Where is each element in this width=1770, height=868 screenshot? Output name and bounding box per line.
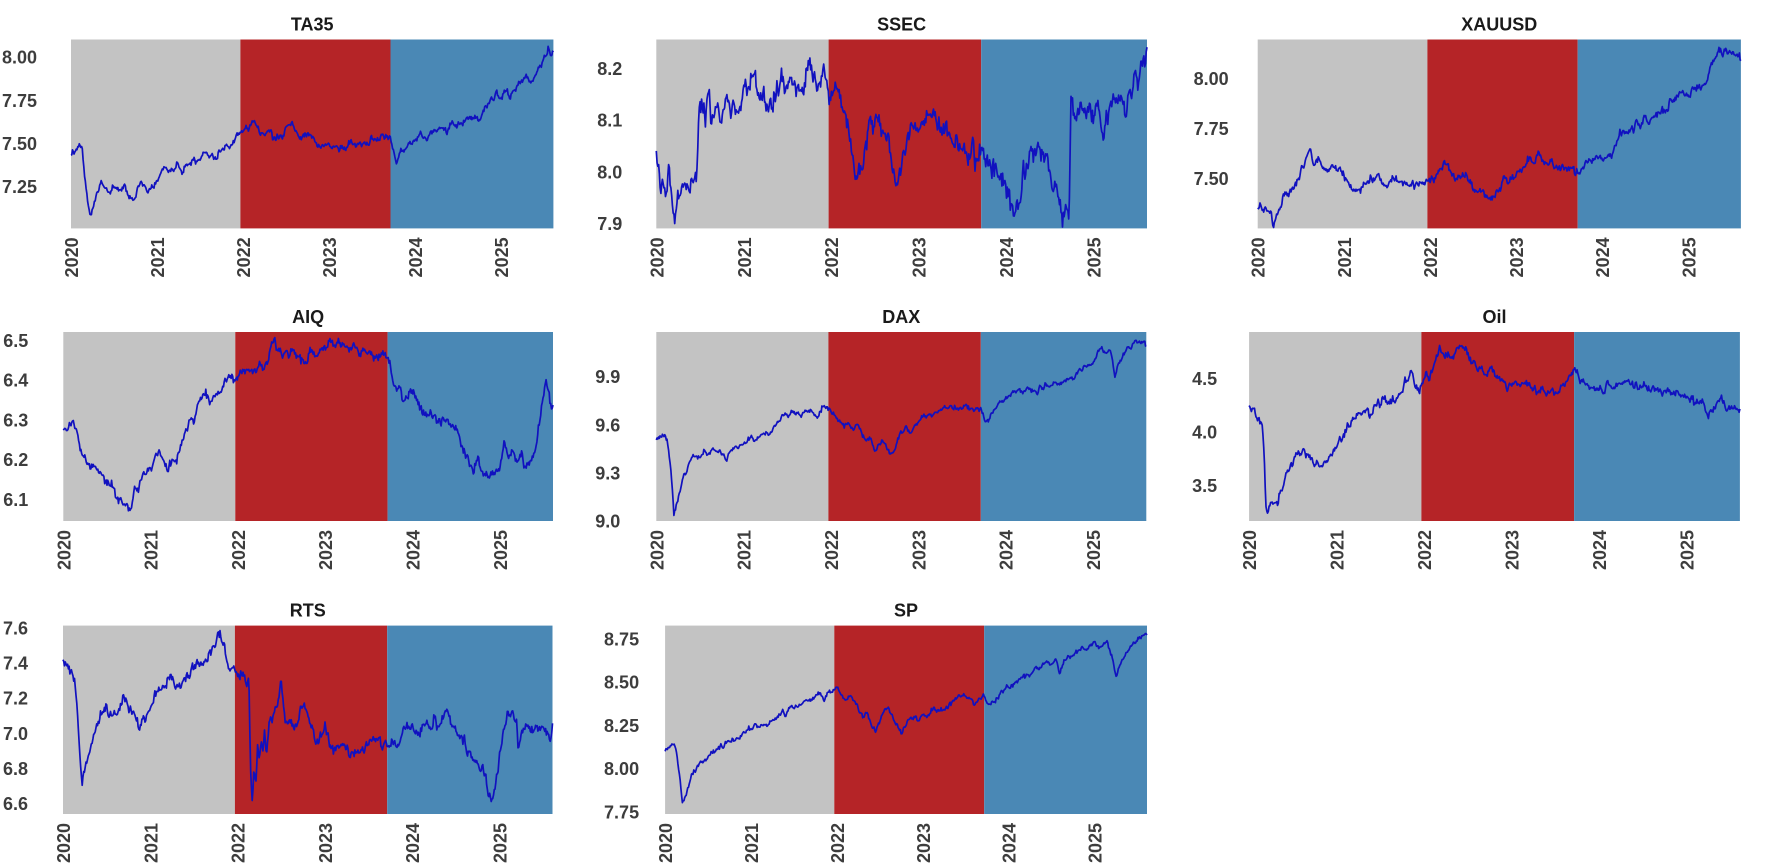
svg-text:2024: 2024 <box>403 823 423 863</box>
svg-text:2021: 2021 <box>142 530 162 570</box>
svg-text:8.75: 8.75 <box>604 629 639 649</box>
svg-text:2024: 2024 <box>1590 530 1610 570</box>
svg-text:2025: 2025 <box>490 823 510 863</box>
svg-text:2022: 2022 <box>822 530 842 570</box>
svg-text:2023: 2023 <box>1507 237 1527 277</box>
svg-text:2023: 2023 <box>909 530 929 570</box>
svg-text:AIQ: AIQ <box>292 307 324 327</box>
svg-text:7.2: 7.2 <box>3 689 28 709</box>
svg-text:7.25: 7.25 <box>2 177 37 197</box>
svg-text:8.50: 8.50 <box>604 673 639 693</box>
svg-text:2022: 2022 <box>822 237 842 277</box>
svg-text:2021: 2021 <box>735 530 755 570</box>
svg-text:2020: 2020 <box>1240 530 1260 570</box>
svg-text:2022: 2022 <box>234 237 254 277</box>
svg-text:7.75: 7.75 <box>604 803 639 823</box>
svg-text:6.6: 6.6 <box>3 794 28 814</box>
svg-text:2024: 2024 <box>997 237 1017 277</box>
svg-text:6.4: 6.4 <box>3 371 28 391</box>
svg-text:Oil: Oil <box>1482 307 1506 327</box>
svg-text:SP: SP <box>894 601 918 621</box>
svg-text:7.9: 7.9 <box>597 214 622 234</box>
svg-text:8.25: 8.25 <box>604 716 639 736</box>
svg-text:2020: 2020 <box>62 237 82 277</box>
svg-text:2024: 2024 <box>1593 237 1613 277</box>
svg-text:7.75: 7.75 <box>1194 119 1229 139</box>
svg-text:4.0: 4.0 <box>1192 422 1217 442</box>
svg-text:2020: 2020 <box>647 237 667 277</box>
svg-text:9.3: 9.3 <box>595 463 620 483</box>
svg-text:8.1: 8.1 <box>597 111 622 131</box>
svg-text:2021: 2021 <box>141 823 161 863</box>
svg-text:2021: 2021 <box>148 237 168 277</box>
svg-text:7.75: 7.75 <box>2 91 37 111</box>
svg-text:7.0: 7.0 <box>3 724 28 744</box>
svg-text:2025: 2025 <box>1085 237 1105 277</box>
svg-text:2024: 2024 <box>1000 823 1020 863</box>
svg-text:DAX: DAX <box>882 307 920 327</box>
svg-text:2020: 2020 <box>1249 237 1269 277</box>
svg-text:2021: 2021 <box>742 823 762 863</box>
svg-text:2021: 2021 <box>1335 237 1355 277</box>
svg-text:2023: 2023 <box>1503 530 1523 570</box>
svg-text:7.50: 7.50 <box>2 134 37 154</box>
svg-text:2020: 2020 <box>647 530 667 570</box>
svg-text:2023: 2023 <box>316 530 336 570</box>
svg-text:2022: 2022 <box>1421 237 1441 277</box>
svg-text:2021: 2021 <box>1328 530 1348 570</box>
svg-text:6.8: 6.8 <box>3 759 28 779</box>
svg-text:TA35: TA35 <box>291 15 334 35</box>
svg-text:2025: 2025 <box>1679 237 1699 277</box>
svg-text:2024: 2024 <box>997 530 1017 570</box>
svg-text:6.5: 6.5 <box>3 331 28 351</box>
svg-text:3.5: 3.5 <box>1192 476 1217 496</box>
svg-text:8.00: 8.00 <box>1194 69 1229 89</box>
svg-text:2022: 2022 <box>1415 530 1435 570</box>
svg-text:9.6: 9.6 <box>595 415 620 435</box>
svg-text:9.0: 9.0 <box>595 512 620 532</box>
svg-text:2023: 2023 <box>316 823 336 863</box>
svg-text:8.2: 8.2 <box>597 59 622 79</box>
svg-text:4.5: 4.5 <box>1192 369 1217 389</box>
svg-text:2020: 2020 <box>54 530 74 570</box>
svg-text:2020: 2020 <box>656 823 676 863</box>
svg-text:6.3: 6.3 <box>3 410 28 430</box>
svg-text:2025: 2025 <box>1084 530 1104 570</box>
svg-text:2024: 2024 <box>406 237 426 277</box>
svg-text:8.0: 8.0 <box>597 162 622 182</box>
svg-text:2025: 2025 <box>1678 530 1698 570</box>
svg-text:2024: 2024 <box>404 530 424 570</box>
svg-text:2025: 2025 <box>1086 823 1106 863</box>
svg-text:2022: 2022 <box>229 530 249 570</box>
svg-text:2021: 2021 <box>735 237 755 277</box>
svg-text:SSEC: SSEC <box>877 15 926 35</box>
svg-text:2025: 2025 <box>492 237 512 277</box>
svg-text:2020: 2020 <box>54 823 74 863</box>
svg-text:7.6: 7.6 <box>3 619 28 639</box>
svg-text:6.2: 6.2 <box>3 450 28 470</box>
svg-text:RTS: RTS <box>290 601 326 621</box>
svg-text:2023: 2023 <box>320 237 340 277</box>
svg-text:6.1: 6.1 <box>3 490 28 510</box>
svg-text:2023: 2023 <box>910 237 930 277</box>
svg-text:2022: 2022 <box>229 823 249 863</box>
svg-text:XAUUSD: XAUUSD <box>1461 15 1537 35</box>
svg-text:7.4: 7.4 <box>3 654 28 674</box>
svg-text:9.9: 9.9 <box>595 367 620 387</box>
svg-text:2023: 2023 <box>914 823 934 863</box>
svg-text:8.00: 8.00 <box>2 48 37 68</box>
svg-text:7.50: 7.50 <box>1194 169 1229 189</box>
svg-text:2022: 2022 <box>828 823 848 863</box>
svg-text:8.00: 8.00 <box>604 759 639 779</box>
svg-text:2025: 2025 <box>491 530 511 570</box>
